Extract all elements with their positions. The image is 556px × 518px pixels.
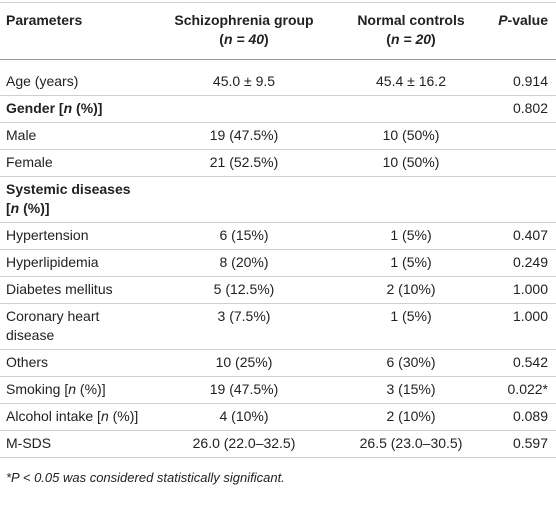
cell: 10 (50%) [340, 122, 482, 150]
table-body: Age (years) 45.0 ± 9.5 45.4 ± 16.2 0.914 Gen… [0, 59, 556, 458]
cell: 4 (10%) [148, 403, 340, 431]
table-row: Hypertension 6 (15%) 1 (5%) 0.407 [0, 222, 556, 250]
table-row: Coronary heart disease 3 (7.5%) 1 (5%) 1.00… [0, 303, 556, 350]
cell: 0.089 [482, 403, 556, 431]
row-label: Hyperlipidemia [0, 249, 148, 277]
header-cell: Normal controls (n = 20) [340, 2, 482, 60]
empty-cell [148, 176, 340, 223]
label-text: (%)] [72, 100, 103, 116]
table-row: Smoking [n (%)] 19 (47.5%) 3 (15%) 0.022* [0, 376, 556, 404]
row-label: Smoking [n (%)] [0, 376, 148, 404]
data-table: Parameters Schizophrenia group (n = 40) N… [0, 2, 556, 458]
table-row: Age (years) 45.0 ± 9.5 45.4 ± 16.2 0.914 [0, 59, 556, 96]
cell: 26.5 (23.0–30.5) [340, 430, 482, 458]
cell: 21 (52.5%) [148, 149, 340, 177]
header-text: n = 40 [223, 31, 265, 47]
row-label: Gender [n (%)] [0, 95, 148, 123]
cell: 2 (10%) [340, 403, 482, 431]
header-text: -value [507, 12, 548, 28]
label-text: (%)] [76, 381, 106, 397]
table-row: Alcohol intake [n (%)] 4 (10%) 2 (10%) 0.08… [0, 403, 556, 431]
row-label: Coronary heart disease [0, 303, 148, 350]
header-text: ) [431, 31, 436, 47]
header-row: Parameters Schizophrenia group (n = 40) N… [0, 2, 556, 60]
cell: 1 (5%) [340, 222, 482, 250]
table-row: Others 10 (25%) 6 (30%) 0.542 [0, 349, 556, 377]
row-label: Systemic diseases [n (%)] [0, 176, 148, 223]
empty-cell [340, 176, 482, 223]
cell: 3 (7.5%) [148, 303, 340, 350]
header-text: n = 20 [390, 31, 432, 47]
cell: 0.542 [482, 349, 556, 377]
table-row: Female 21 (52.5%) 10 (50%) [0, 149, 556, 177]
cell: 45.4 ± 16.2 [340, 59, 482, 96]
footnote: *P < 0.05 was considered statistically s… [6, 470, 285, 485]
header-cell: Schizophrenia group (n = 40) [148, 2, 340, 60]
label-text: Smoking [ [6, 381, 69, 397]
cell: 8 (20%) [148, 249, 340, 277]
label-text: Gender [ [6, 100, 64, 116]
cell: 0.407 [482, 222, 556, 250]
cell: 1.000 [482, 303, 556, 350]
cell: 10 (25%) [148, 349, 340, 377]
cell: 0.022* [482, 376, 556, 404]
empty-cell [482, 149, 556, 177]
label-text: (%)] [19, 200, 50, 216]
header-cell: Parameters [0, 2, 148, 60]
table-row: Diabetes mellitus 5 (12.5%) 2 (10%) 1.000 [0, 276, 556, 304]
empty-cell [148, 95, 340, 123]
table-row: Male 19 (47.5%) 10 (50%) [0, 122, 556, 150]
row-label: M-SDS [0, 430, 148, 458]
label-text: Systemic diseases [ [6, 181, 131, 216]
row-label: Male [0, 122, 148, 150]
header-text: Schizophrenia group [174, 12, 314, 28]
cell: 0.914 [482, 59, 556, 96]
cell: 0.597 [482, 430, 556, 458]
empty-cell [482, 176, 556, 223]
row-label: Diabetes mellitus [0, 276, 148, 304]
empty-cell [482, 122, 556, 150]
cell: 1 (5%) [340, 249, 482, 277]
label-text: (%)] [108, 408, 139, 424]
row-label: Female [0, 149, 148, 177]
table-row: Systemic diseases [n (%)] [0, 176, 556, 223]
row-label: Alcohol intake [n (%)] [0, 403, 148, 431]
label-text: n [68, 381, 77, 397]
cell: 0.802 [482, 95, 556, 123]
cell: 1 (5%) [340, 303, 482, 350]
label-text: n [100, 408, 109, 424]
header-cell: P-value [482, 2, 556, 60]
header-text: ) [264, 31, 269, 47]
label-text: n [63, 100, 73, 116]
label-text: Alcohol intake [ [6, 408, 101, 424]
cell: 1.000 [482, 276, 556, 304]
cell: 6 (15%) [148, 222, 340, 250]
cell: 19 (47.5%) [148, 376, 340, 404]
row-label: Age (years) [0, 59, 148, 96]
cell: 10 (50%) [340, 149, 482, 177]
row-label: Hypertension [0, 222, 148, 250]
table-row: Hyperlipidemia 8 (20%) 1 (5%) 0.249 [0, 249, 556, 277]
empty-cell [340, 95, 482, 123]
cell: 2 (10%) [340, 276, 482, 304]
label-text: n [10, 200, 20, 216]
header-text: ( [219, 31, 224, 47]
header-text: ( [386, 31, 391, 47]
cell: 5 (12.5%) [148, 276, 340, 304]
header-text: P [498, 12, 508, 28]
table-row: M-SDS 26.0 (22.0–32.5) 26.5 (23.0–30.5) 0.5… [0, 430, 556, 458]
table-row: Gender [n (%)] 0.802 [0, 95, 556, 123]
header-text: Normal controls [357, 12, 465, 28]
cell: 6 (30%) [340, 349, 482, 377]
cell: 19 (47.5%) [148, 122, 340, 150]
cell: 3 (15%) [340, 376, 482, 404]
cell: 0.249 [482, 249, 556, 277]
cell: 45.0 ± 9.5 [148, 59, 340, 96]
cell: 26.0 (22.0–32.5) [148, 430, 340, 458]
row-label: Others [0, 349, 148, 377]
